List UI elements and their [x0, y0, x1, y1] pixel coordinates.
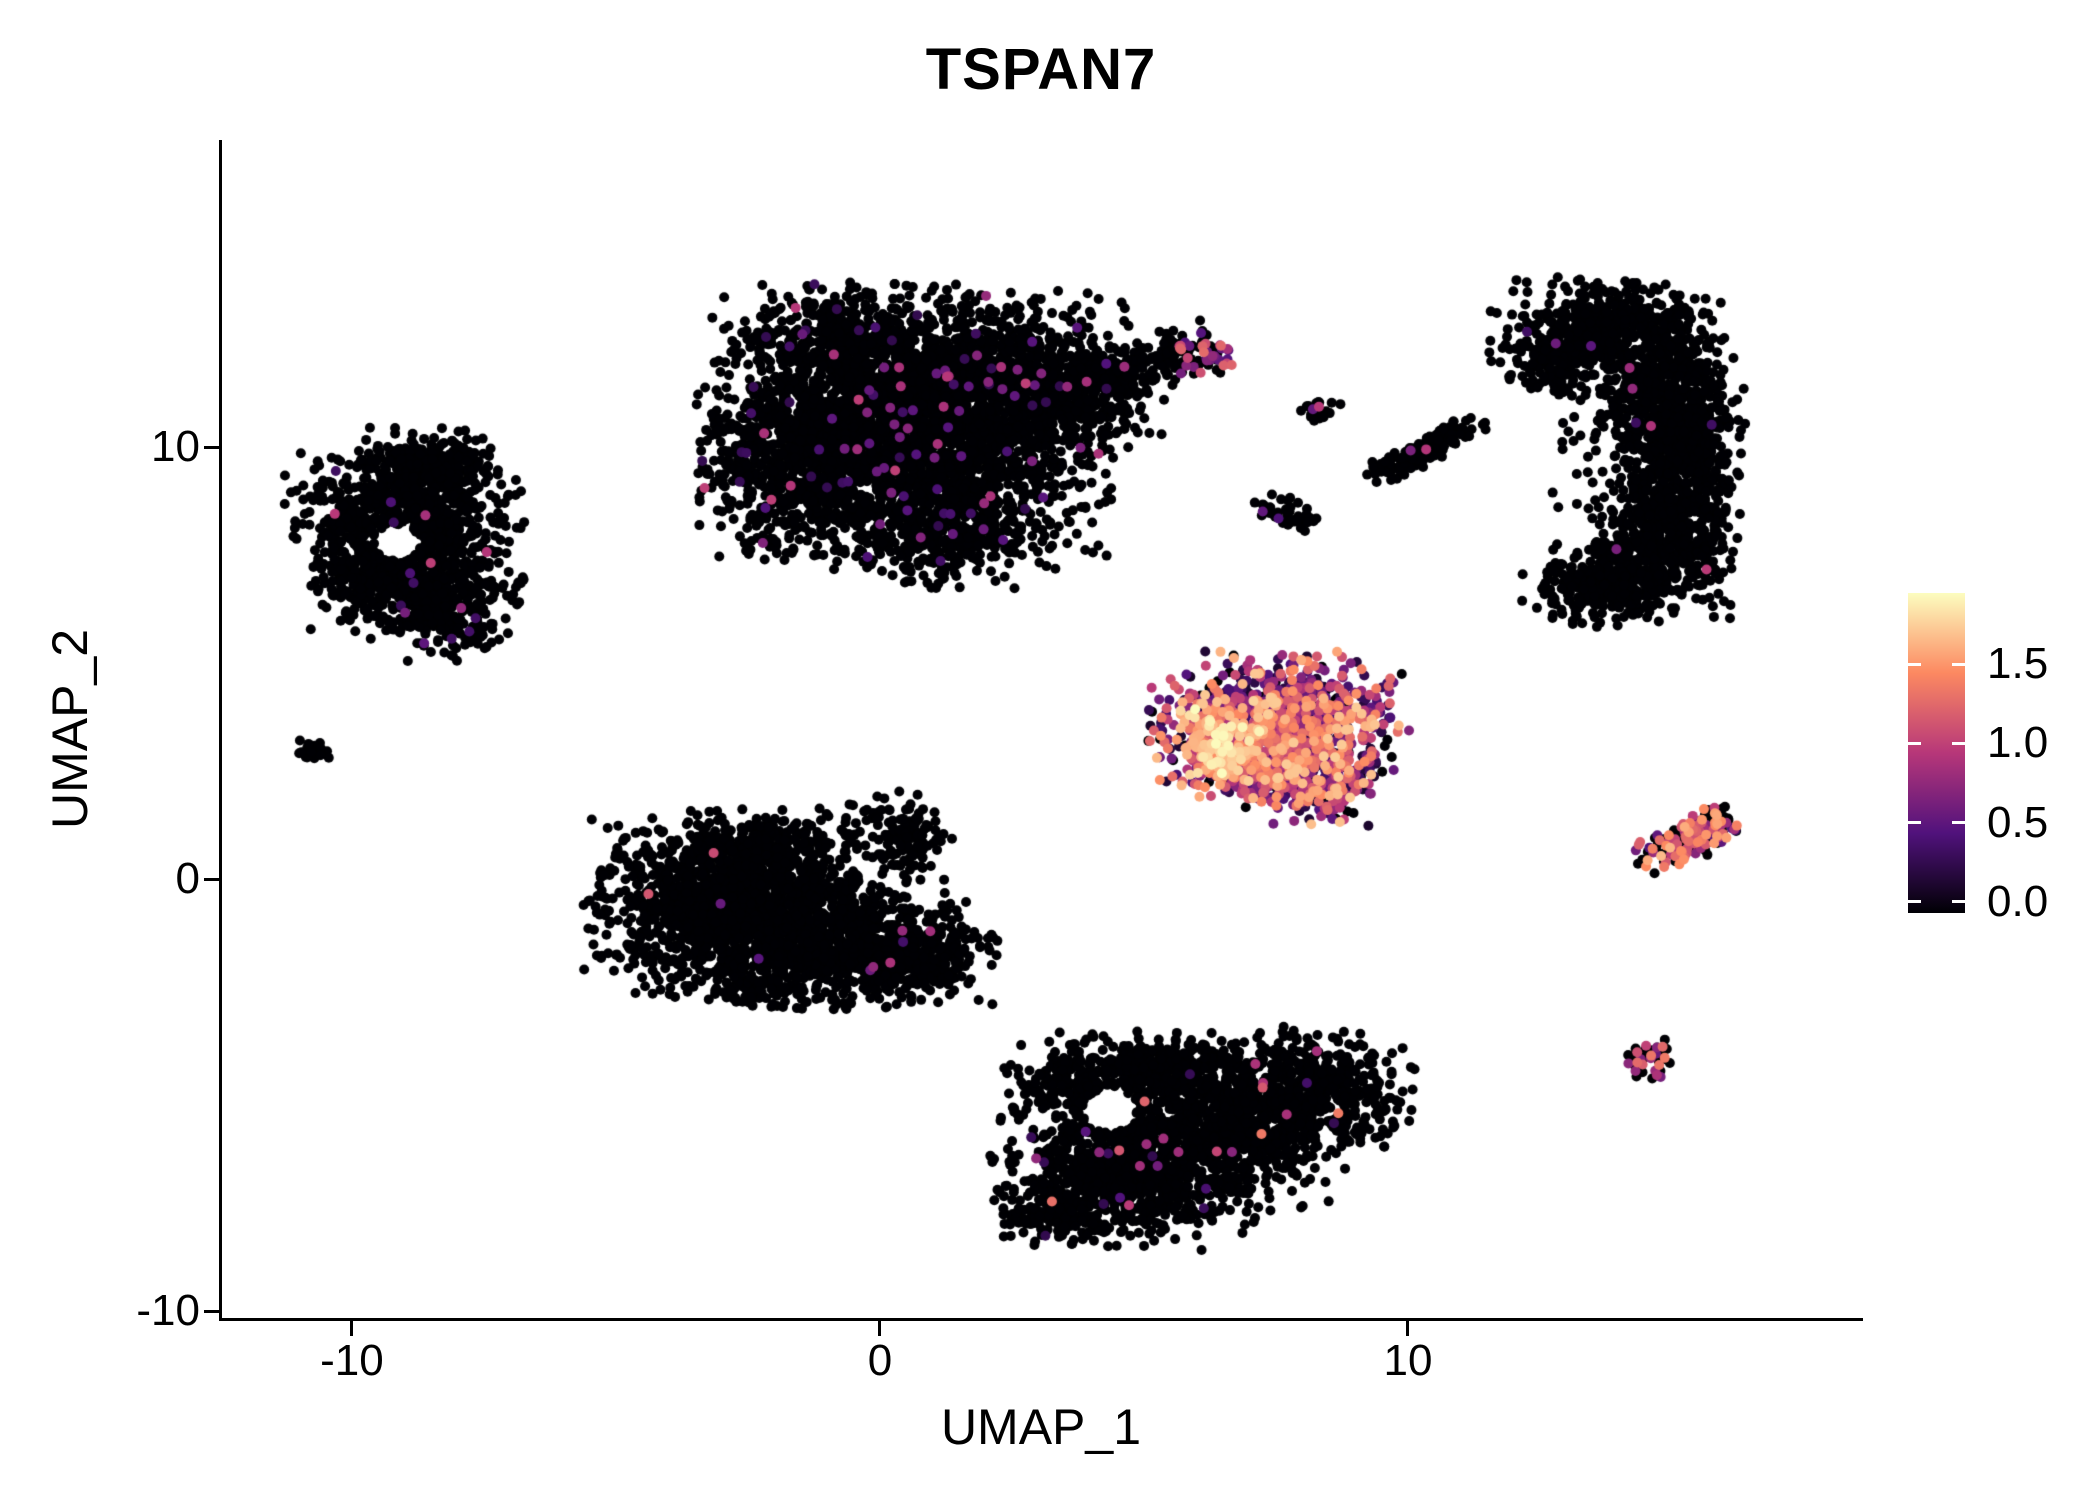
colorbar-tick-left — [1908, 741, 1921, 745]
colorbar-tick-left — [1908, 662, 1921, 666]
y-tick-label: -10 — [136, 1285, 200, 1335]
y-axis-title: UMAP_2 — [42, 628, 98, 830]
colorbar-tick-label: 1.5 — [1987, 639, 2049, 689]
x-tick-mark — [350, 1321, 354, 1336]
x-tick-mark — [878, 1321, 882, 1336]
x-tick-label: 10 — [1383, 1336, 1433, 1385]
x-tick-label: 0 — [867, 1336, 893, 1385]
y-tick-mark — [204, 1310, 219, 1314]
colorbar-tick-left — [1908, 900, 1921, 904]
y-axis-line — [219, 140, 222, 1321]
colorbar-tick-right — [1952, 821, 1965, 825]
x-tick-label: -10 — [320, 1336, 384, 1385]
colorbar-tick-left — [1908, 821, 1921, 825]
colorbar-tick-label: 1.0 — [1987, 718, 2049, 768]
y-tick-label: 0 — [175, 853, 200, 903]
plot-title: TSPAN7 — [925, 37, 1157, 102]
y-tick-label: 10 — [151, 421, 200, 471]
x-axis-title: UMAP_1 — [940, 1399, 1142, 1455]
colorbar-tick-label: 0.0 — [1987, 876, 2049, 926]
colorbar-tick-right — [1952, 741, 1965, 745]
colorbar-tick-right — [1952, 900, 1965, 904]
colorbar-tick-label: 0.5 — [1987, 797, 2049, 847]
y-tick-mark — [204, 878, 219, 882]
colorbar-tick-right — [1952, 662, 1965, 666]
y-tick-mark — [204, 446, 219, 450]
x-axis-line — [219, 1318, 1863, 1321]
colorbar-gradient — [1908, 593, 1965, 913]
umap-scatter-canvas — [222, 140, 1860, 1318]
x-tick-mark — [1406, 1321, 1410, 1336]
